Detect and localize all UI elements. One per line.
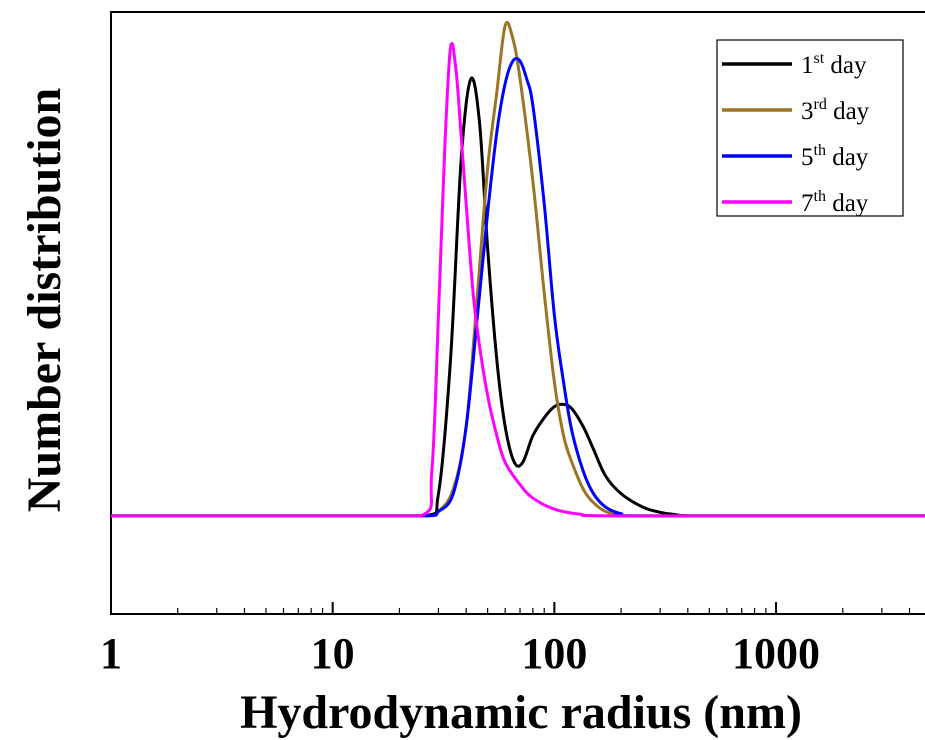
legend-label: 5th day (801, 142, 869, 171)
x-axis-title: Hydrodynamic radius (nm) (240, 686, 802, 739)
legend-label: 7th day (801, 188, 869, 217)
series-lines (111, 20, 925, 518)
legend-label: 1st day (801, 50, 867, 79)
legend-entries: 1st day 3rd day 5th day 7th day (722, 50, 870, 217)
y-axis-title: Number distribution (18, 88, 71, 513)
series-line-5th-day (111, 57, 925, 518)
legend-box (716, 39, 904, 217)
x-tick-label: 10 (311, 629, 355, 678)
x-axis-tick-labels: 1 10 100 1000 (100, 629, 820, 678)
x-axis-ticks (177, 602, 911, 614)
legend: 1st day 3rd day 5th day 7th day (716, 39, 904, 217)
x-tick-label: 100 (521, 629, 587, 678)
plot-frame (110, 11, 925, 615)
x-tick-label: 1 (100, 629, 122, 678)
x-tick-label: 1000 (732, 629, 820, 678)
series-line-7th-day (111, 41, 925, 518)
series-line-1st-day (111, 76, 925, 518)
legend-label: 3rd day (801, 96, 870, 125)
